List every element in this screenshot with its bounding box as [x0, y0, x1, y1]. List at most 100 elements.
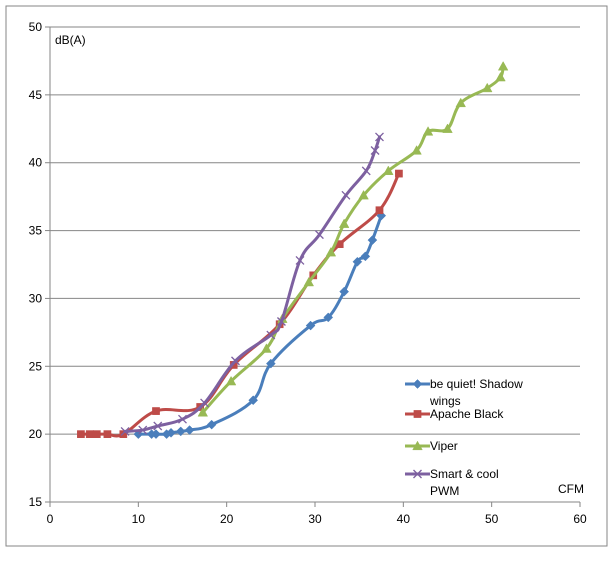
y-tick-label-20: 20 — [29, 427, 43, 441]
x-tick-label-20: 20 — [220, 512, 234, 526]
series-3-point-0 — [120, 426, 130, 436]
y-tick-label-25: 25 — [29, 359, 43, 373]
legend-label-0-1: wings — [429, 394, 461, 408]
series-3-point-11-stroke-b — [361, 166, 371, 176]
series-1-point-12 — [395, 169, 403, 178]
series-3-point-9-stroke-b — [314, 230, 324, 240]
y-tick-label-35: 35 — [29, 224, 43, 238]
series-2-point-7 — [358, 189, 369, 200]
series-1-point-11 — [375, 206, 384, 215]
x-tick-label-0: 0 — [47, 512, 54, 526]
series-line-2 — [201, 64, 505, 414]
series-3-point-5 — [231, 356, 240, 366]
x-tick-labels: 0 10 20 30 40 50 60 — [47, 512, 587, 526]
gridlines — [50, 26, 580, 435]
series-3-point-6-stroke-b — [266, 330, 276, 340]
legend-item-2: Viper — [405, 439, 458, 453]
series-3-point-13-stroke-b — [375, 132, 384, 142]
series-1-point-3 — [103, 430, 112, 438]
x-tick-label-30: 30 — [308, 512, 322, 526]
series-0-point-8 — [248, 395, 259, 406]
series-3-point-8 — [295, 255, 305, 265]
series-0-point-13 — [352, 256, 363, 267]
legend-label-1-0: Apache Black — [430, 407, 504, 421]
series-2-point-15 — [497, 61, 509, 71]
series-0-point-15 — [367, 235, 378, 245]
legend-marker-3 — [413, 469, 422, 479]
series-3-point-4-stroke-b — [200, 398, 210, 408]
legend-label-3-1: PWM — [430, 484, 459, 498]
series-3-point-5-stroke-b — [231, 356, 240, 366]
legend-item-0: be quiet! Shadow wings — [405, 377, 523, 408]
series-0-point-9 — [265, 358, 276, 369]
series-3-point-7 — [276, 317, 286, 326]
series-3-point-4 — [200, 398, 210, 408]
series-3-point-9 — [314, 230, 324, 240]
series-3-point-0-stroke-b — [120, 426, 130, 436]
y-axis-title: dB(A) — [55, 33, 86, 47]
series-3-point-2 — [153, 421, 163, 431]
series-3-point-10-stroke-b — [341, 190, 351, 200]
series-0 — [133, 210, 387, 439]
y-tick-labels: 15 20 25 30 35 40 45 50 — [29, 20, 43, 509]
series-0-point-7 — [206, 419, 217, 430]
legend-marker-1 — [413, 410, 422, 418]
series-1-point-5 — [152, 407, 160, 415]
series-3-point-8-stroke-b — [295, 255, 305, 265]
series-3-point-1 — [138, 425, 148, 435]
axes — [45, 26, 581, 507]
series-2-point-0 — [197, 407, 209, 417]
legend-marker-3-stroke-b — [413, 469, 422, 479]
legend-label-3-0: Smart & cool — [430, 467, 499, 481]
chart-area-border — [5, 5, 608, 547]
series-3-point-2-stroke-b — [153, 421, 163, 431]
series-3-point-12-stroke-b — [370, 146, 380, 155]
series-2-point-8 — [383, 165, 394, 175]
series-2-point-2 — [261, 343, 272, 353]
x-tick-label-50: 50 — [485, 512, 499, 526]
series-2-point-9 — [411, 145, 422, 155]
x-tick-label-40: 40 — [397, 512, 411, 526]
series-1-point-1 — [85, 430, 94, 438]
series-3-point-12 — [370, 146, 380, 155]
series-3-point-7-stroke-b — [276, 317, 286, 326]
y-tick-label-45: 45 — [29, 88, 43, 102]
legend-label-0-0: be quiet! Shadow — [430, 377, 523, 391]
series-3-point-10 — [341, 190, 351, 200]
series-0-point-2 — [151, 429, 161, 439]
series-3-point-6 — [266, 330, 276, 340]
series-0-point-11 — [323, 312, 334, 323]
series-0-point-5 — [175, 426, 186, 437]
y-tick-label-30: 30 — [29, 291, 43, 305]
series-3-point-3 — [178, 414, 187, 424]
y-tick-label-15: 15 — [29, 495, 43, 509]
x-axis-title: CFM — [558, 482, 584, 496]
series-2-point-11 — [442, 123, 453, 133]
series-0-point-10 — [305, 320, 316, 331]
x-tick-label-10: 10 — [132, 512, 146, 526]
y-tick-label-50: 50 — [29, 20, 43, 34]
legend-marker-2 — [412, 440, 423, 451]
series-3-point-11 — [361, 166, 371, 176]
series-0-point-4 — [166, 427, 176, 438]
series-2-point-6 — [338, 218, 350, 228]
series-3 — [120, 132, 384, 436]
legend-item-3: Smart & cool PWM — [405, 467, 499, 498]
series-2-point-14 — [495, 71, 506, 82]
series-2-point-4 — [303, 276, 315, 287]
series-2-point-12 — [455, 97, 466, 108]
legend-marker-0 — [412, 379, 423, 389]
series-2-point-13 — [482, 82, 493, 93]
series-2-point-1 — [225, 375, 237, 386]
series-1-point-0 — [77, 430, 85, 438]
series-1-point-2 — [92, 430, 101, 438]
y-tick-label-40: 40 — [29, 156, 43, 170]
series-2-point-5 — [325, 246, 337, 257]
series-0-point-14 — [360, 251, 371, 262]
series-0-point-6 — [184, 425, 195, 435]
series-2 — [197, 61, 509, 417]
series-layer — [77, 61, 509, 439]
series-3-point-13 — [375, 132, 384, 142]
